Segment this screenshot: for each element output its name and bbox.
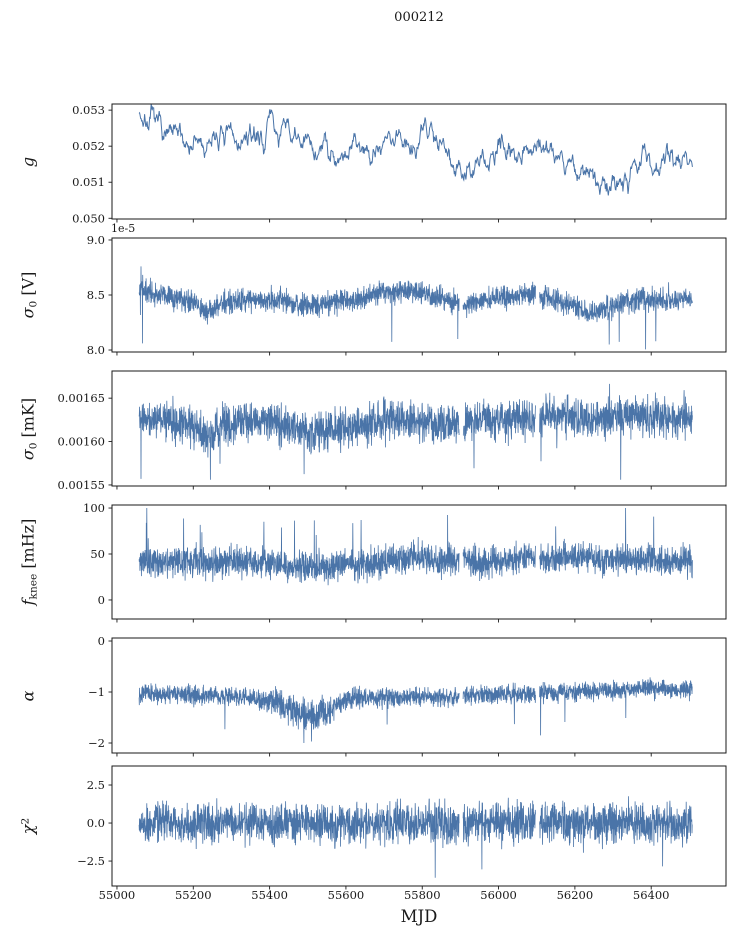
y-tick-label: 0.00160 [57, 435, 105, 449]
y-tick-label: −1 [88, 685, 105, 699]
series-line-alpha [138, 677, 693, 744]
y-tick-label: −2.5 [77, 854, 105, 868]
panel-frame-alpha [111, 637, 727, 754]
panel-frame-fknee [111, 504, 727, 620]
y-tick-label: 50 [90, 547, 105, 561]
y-tick-label: 0.050 [72, 211, 105, 225]
series-line-g [138, 104, 693, 196]
x-tick-label: 55000 [99, 888, 136, 902]
y-tick-label: 0 [98, 593, 105, 607]
x-axis-label: MJD [400, 907, 438, 926]
y-tick-label: 100 [83, 501, 105, 515]
series-line-chi2 [138, 796, 693, 878]
series-line-fknee [138, 507, 693, 586]
y-axis-offset-text: 1e-5 [111, 222, 136, 235]
panel-frame-g [111, 103, 727, 220]
chart-title: 000212 [394, 10, 444, 25]
panel-frame-chi2 [111, 765, 727, 887]
panel-frame-sigma0_mK [111, 370, 727, 487]
x-tick-label: 55800 [404, 888, 441, 902]
y-tick-label: 2.5 [87, 778, 105, 792]
y-tick-label: 0.052 [72, 139, 105, 153]
y-tick-label: 9.0 [87, 233, 105, 247]
x-tick-label: 55400 [251, 888, 288, 902]
series-line-sigma0_V [138, 266, 693, 350]
y-tick-label: 0 [98, 634, 105, 648]
y-tick-label: 0.0 [87, 816, 105, 830]
y-tick-label: 0.00155 [57, 478, 105, 492]
x-tick-label: 56200 [557, 888, 594, 902]
x-tick-label: 55600 [328, 888, 365, 902]
y-tick-label: 0.053 [72, 103, 105, 117]
series-line-sigma0_mK [138, 383, 693, 480]
y-tick-label: 0.051 [72, 175, 105, 189]
y-tick-label: 8.0 [87, 343, 105, 357]
x-tick-label: 55200 [175, 888, 212, 902]
x-tick-label: 56000 [480, 888, 517, 902]
y-tick-label: −2 [88, 736, 105, 750]
y-tick-label: 8.5 [87, 288, 105, 302]
x-tick-label: 56400 [633, 888, 670, 902]
y-tick-label: 0.00165 [57, 391, 105, 405]
